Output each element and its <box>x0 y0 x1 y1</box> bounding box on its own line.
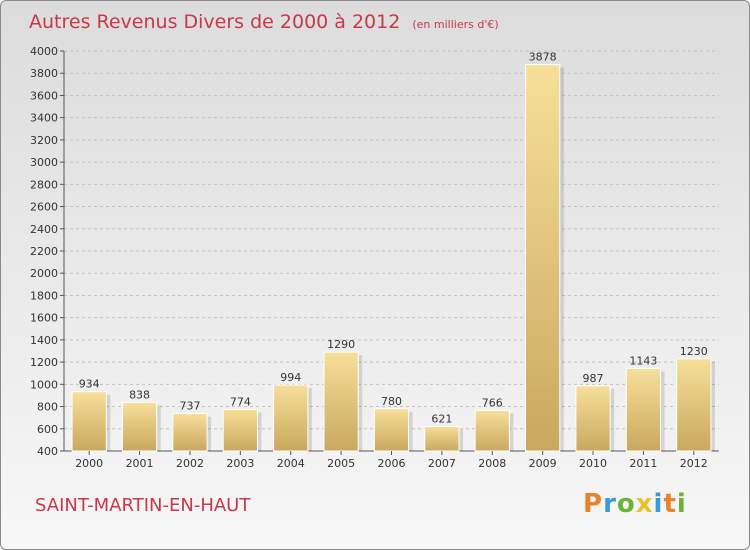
logo-letter: i <box>676 489 687 519</box>
chart-title: Autres Revenus Divers de 2000 à 2012 (en… <box>29 11 499 33</box>
bar <box>525 64 561 452</box>
bar-value-label: 774 <box>230 395 251 408</box>
bar-value-label: 621 <box>431 412 452 425</box>
bar-value-label: 737 <box>179 400 200 413</box>
logo-letter: x <box>635 489 654 519</box>
y-tick-label: 2000 <box>30 267 58 280</box>
y-tick-label: 1600 <box>30 312 58 325</box>
y-tick-label: 3200 <box>30 134 58 147</box>
proxiti-logo: Proxiti <box>583 489 687 519</box>
x-tick-label: 2010 <box>579 457 607 470</box>
x-tick-label: 2011 <box>629 457 657 470</box>
bar <box>222 408 258 452</box>
logo-letter: i <box>653 489 664 519</box>
y-tick-label: 3400 <box>30 112 58 125</box>
bar-value-label: 994 <box>280 371 301 384</box>
y-tick-label: 3600 <box>30 89 58 102</box>
bar-value-label: 987 <box>583 372 604 385</box>
y-tick-label: 400 <box>37 445 58 458</box>
y-tick-label: 2400 <box>30 223 58 236</box>
bar <box>474 409 510 452</box>
bar-value-label: 3878 <box>529 51 557 64</box>
bar <box>625 367 662 452</box>
bar-value-label: 934 <box>79 378 100 391</box>
bar <box>71 391 107 452</box>
bar-value-label: 1143 <box>629 354 657 367</box>
bar <box>424 425 460 452</box>
y-tick-label: 800 <box>37 401 58 414</box>
chart-title-text: Autres Revenus Divers de 2000 à 2012 <box>29 11 401 33</box>
x-tick-label: 2007 <box>428 457 456 470</box>
y-tick-label: 600 <box>37 423 58 436</box>
x-tick-label: 2000 <box>75 457 103 470</box>
bar-value-label: 838 <box>129 388 150 401</box>
logo-letter: P <box>583 489 604 519</box>
chart-subtitle: (en milliers d'€) <box>412 18 499 31</box>
x-tick-label: 2002 <box>176 457 204 470</box>
y-tick-label: 4000 <box>30 45 58 58</box>
y-tick-label: 1400 <box>30 334 58 347</box>
y-tick-label: 3800 <box>30 67 58 80</box>
place-name: SAINT-MARTIN-EN-HAUT <box>35 495 251 516</box>
y-tick-label: 1800 <box>30 289 58 302</box>
x-tick-label: 2003 <box>226 457 254 470</box>
bar <box>676 358 712 452</box>
y-tick-label: 2800 <box>30 178 58 191</box>
x-tick-label: 2012 <box>680 457 708 470</box>
x-tick-label: 2009 <box>529 457 557 470</box>
bar <box>575 385 611 452</box>
x-tick-label: 2004 <box>277 457 305 470</box>
x-tick-label: 2008 <box>478 457 506 470</box>
x-tick-label: 2005 <box>327 457 355 470</box>
bar <box>121 401 158 452</box>
bar <box>172 413 208 452</box>
x-tick-label: 2006 <box>378 457 406 470</box>
bar-value-label: 780 <box>381 395 402 408</box>
logo-letter: r <box>603 489 617 519</box>
bar-value-label: 1230 <box>680 345 708 358</box>
y-tick-label: 1200 <box>30 356 58 369</box>
bar-value-label: 1290 <box>327 338 355 351</box>
x-tick-label: 2001 <box>126 457 154 470</box>
y-tick-label: 1000 <box>30 378 58 391</box>
bar <box>373 408 410 452</box>
logo-letter: o <box>616 489 636 519</box>
y-tick-label: 2200 <box>30 245 58 258</box>
bar <box>273 384 309 452</box>
y-tick-label: 2600 <box>30 201 58 214</box>
logo-letter: t <box>663 489 677 519</box>
bar-value-label: 766 <box>482 396 503 409</box>
y-tick-label: 3000 <box>30 156 58 169</box>
bar <box>323 351 359 452</box>
